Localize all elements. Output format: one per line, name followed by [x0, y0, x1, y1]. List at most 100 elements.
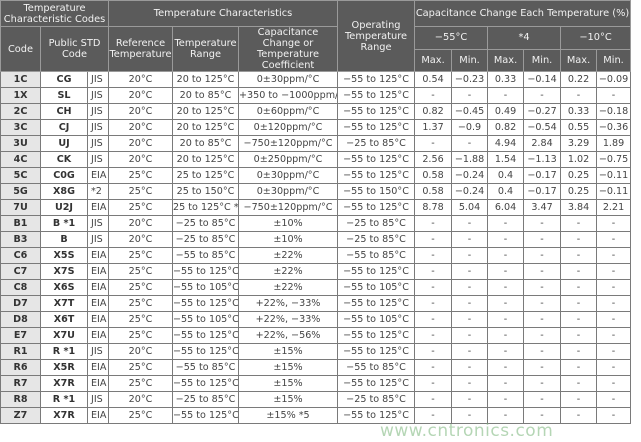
cell-ref-temp: 20°C [108, 231, 173, 248]
header-public-std: Public STD Code [40, 26, 109, 72]
header-min: Min. [596, 48, 632, 72]
cell-m55-max: - [414, 311, 453, 328]
cell-m10-max: 0.55 [560, 119, 598, 136]
cell-t4-max: 4.94 [487, 135, 525, 152]
cell-public-code: B [40, 231, 88, 248]
cell-cap-change: 0±120ppm/°C [237, 119, 339, 136]
table-row: E7 X7U EIA 25°C −55 to 125°C +22%, −56% −55 to… [0, 327, 632, 344]
cell-ref-temp: 20°C [108, 135, 173, 152]
cell-t4-max: - [487, 231, 525, 248]
cell-t4-max: 0.4 [487, 183, 525, 200]
cell-op-range: −55 to 125°C [337, 103, 416, 120]
header-min: Min. [523, 48, 562, 72]
cell-code: R6 [0, 359, 41, 376]
cell-ref-temp: 20°C [108, 343, 173, 360]
cell-cap-change: 0±60ppm/°C [237, 103, 339, 120]
cell-t4-max: - [487, 343, 525, 360]
cell-temp-range: −55 to 125°C [172, 327, 239, 344]
cell-op-range: −55 to 125°C [337, 375, 416, 392]
cell-t4-min: 2.84 [523, 135, 562, 152]
cell-m10-max: - [560, 231, 598, 248]
cell-m10-max: 0.25 [560, 183, 598, 200]
cell-std: JIS [87, 215, 109, 232]
cell-m10-min: - [596, 391, 632, 408]
cell-t4-max: - [487, 215, 525, 232]
cell-m10-min: 1.89 [596, 135, 632, 152]
cell-m10-max: 0.25 [560, 167, 598, 184]
cell-m55-min: −1.88 [451, 151, 489, 168]
cell-ref-temp: 25°C [108, 183, 173, 200]
cell-m55-max: - [414, 407, 453, 424]
cell-m55-min: - [451, 295, 489, 312]
cell-public-code: CG [40, 71, 88, 88]
cell-m55-max: 2.56 [414, 151, 453, 168]
cell-public-code: X7U [40, 327, 88, 344]
header-t3: −10°C [560, 26, 632, 50]
cell-public-code: R *1 [40, 343, 88, 360]
cell-op-range: −55 to 125°C [337, 151, 416, 168]
cell-std: JIS [87, 103, 109, 120]
cell-public-code: UJ [40, 135, 88, 152]
cell-public-code: X8G [40, 183, 88, 200]
cell-m10-max: - [560, 279, 598, 296]
cell-op-range: −55 to 125°C [337, 263, 416, 280]
cell-t4-max: - [487, 247, 525, 264]
cell-m55-max: 0.54 [414, 71, 453, 88]
cell-m55-max: 8.78 [414, 199, 453, 216]
cell-m55-min: - [451, 87, 489, 104]
cell-t4-min: 3.47 [523, 199, 562, 216]
cell-m10-min: - [596, 87, 632, 104]
cell-ref-temp: 20°C [108, 119, 173, 136]
cell-m10-min: −0.11 [596, 183, 632, 200]
cell-t4-max: - [487, 311, 525, 328]
cell-cap-change: 0±250ppm/°C [237, 151, 339, 168]
cell-public-code: CJ [40, 119, 88, 136]
cell-m55-min: 5.04 [451, 199, 489, 216]
cell-public-code: R *1 [40, 391, 88, 408]
cell-m10-min: - [596, 327, 632, 344]
header-op-range: Operating Temperature Range [337, 0, 416, 72]
header-min: Min. [451, 48, 489, 72]
cell-std: JIS [87, 231, 109, 248]
cell-m55-max: - [414, 343, 453, 360]
cell-std: *2 [87, 183, 109, 200]
cell-t4-min: - [523, 215, 562, 232]
cell-ref-temp: 25°C [108, 247, 173, 264]
cell-op-range: −55 to 85°C [337, 359, 416, 376]
cell-cap-change: +22%, −33% [237, 311, 339, 328]
cell-m10-max: - [560, 375, 598, 392]
cell-cap-change: ±15% [237, 343, 339, 360]
cell-m55-min: −0.24 [451, 167, 489, 184]
table-row: B3 B JIS 20°C −25 to 85°C ±10% −25 to 85°C - - - -… [0, 231, 632, 248]
cell-temp-range: 25 to 125°C *3 [172, 199, 239, 216]
cell-m55-min: - [451, 343, 489, 360]
table-row: C8 X6S EIA 25°C −55 to 105°C ±22% −55 to 105°C… [0, 279, 632, 296]
cell-code: B1 [0, 215, 41, 232]
cell-m55-min: - [451, 135, 489, 152]
cell-std: EIA [87, 327, 109, 344]
cell-m10-min: - [596, 231, 632, 248]
table-row: 2C CH JIS 20°C 20 to 125°C 0±60ppm/°C −55 to 1… [0, 103, 632, 120]
cell-public-code: B *1 [40, 215, 88, 232]
cell-t4-min: −0.17 [523, 183, 562, 200]
cell-cap-change: 0±30ppm/°C [237, 71, 339, 88]
table-row: 5G X8G *2 25°C 25 to 150°C 0±30ppm/°C −55 to 1… [0, 183, 632, 200]
table-body: 1C CG JIS 20°C 20 to 125°C 0±30ppm/°C −55 to 1… [0, 71, 632, 424]
cell-ref-temp: 25°C [108, 295, 173, 312]
cell-m55-max: 0.58 [414, 183, 453, 200]
cell-cap-change: 0±30ppm/°C [237, 167, 339, 184]
cell-public-code: X5R [40, 359, 88, 376]
cell-temp-range: −55 to 125°C [172, 295, 239, 312]
cell-m55-min: −0.23 [451, 71, 489, 88]
cell-temp-range: −55 to 125°C [172, 375, 239, 392]
cell-code: C8 [0, 279, 41, 296]
cell-m10-min: −0.11 [596, 167, 632, 184]
cell-m55-min: - [451, 231, 489, 248]
cell-public-code: X6S [40, 279, 88, 296]
cell-m10-min: - [596, 263, 632, 280]
cell-op-range: −55 to 125°C [337, 87, 416, 104]
cell-t4-min: - [523, 231, 562, 248]
table-row: D7 X7T EIA 25°C −55 to 125°C +22%, −33% −55 to… [0, 295, 632, 312]
header-temp-group: Temperature Characteristics [107, 0, 339, 27]
